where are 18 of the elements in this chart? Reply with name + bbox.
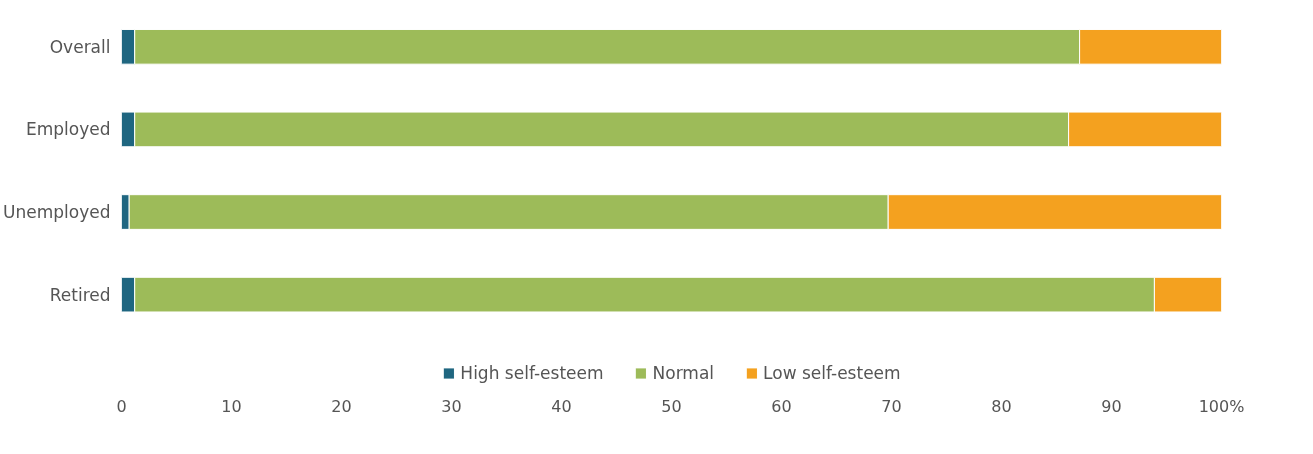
- x-tick-label: 0: [116, 396, 127, 416]
- x-tick-label: 30: [441, 396, 462, 416]
- x-tick-label: 60: [771, 396, 792, 416]
- x-tick-label: 10: [221, 396, 242, 416]
- x-tick-label: 70: [881, 396, 902, 416]
- x-tick-label: 20: [331, 396, 352, 416]
- x-tick-label: 80: [991, 396, 1012, 416]
- y-tick-label: Retired: [49, 284, 111, 305]
- y-tick-label: Employed: [25, 119, 111, 140]
- y-tick-label: Overall: [49, 36, 111, 57]
- legend-label: Low self-esteem: [763, 363, 901, 383]
- x-tick-label: 40: [551, 396, 572, 416]
- x-tick-label: 90: [1101, 396, 1122, 416]
- x-tick-label: 100%: [1198, 396, 1245, 416]
- legend-label: Normal: [652, 363, 715, 383]
- y-tick-label: Unemployed: [3, 202, 111, 223]
- x-tick-label: 50: [661, 396, 682, 416]
- legend-label: High self-esteem: [460, 363, 604, 383]
